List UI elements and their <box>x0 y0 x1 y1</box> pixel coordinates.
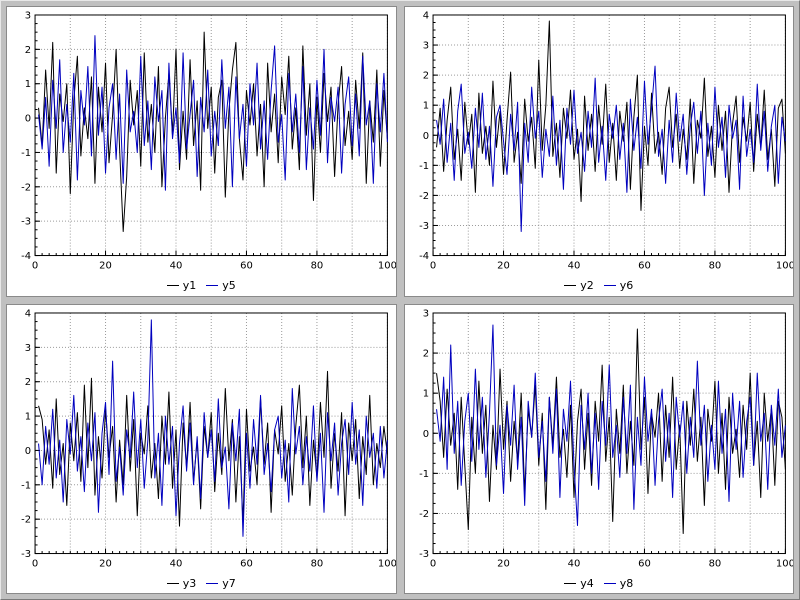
legend-item-y4[interactable]: y4 <box>564 577 594 590</box>
plot-cell-top-right: 0 20 40 60 80 100 4 3 2 1 0 -1 -2 -3 -4 y2 y6 <box>403 6 794 297</box>
y-tick-label: 4 <box>422 10 428 21</box>
legend-label-y2: y2 <box>580 279 594 292</box>
x-tick-label: 100 <box>775 558 793 569</box>
series-line-y2 <box>435 20 786 211</box>
legend-dash-y1 <box>166 285 179 286</box>
y-tick-label: -1 <box>419 161 429 172</box>
series-line-y6 <box>435 65 786 232</box>
plot-cell-top-left: 0 20 40 60 80 100 3 2 1 0 -1 -2 -3 -4 y1 y5 <box>6 6 397 297</box>
y-tick-label: 3 <box>25 10 31 21</box>
plot-legend-1: y1 y5 <box>7 277 396 296</box>
y-tick-label: 2 <box>422 348 428 359</box>
legend-dash-y5 <box>206 285 219 286</box>
legend-label-y8: y8 <box>619 576 634 590</box>
y-tick-label: -1 <box>21 148 31 159</box>
y-tick-label: -4 <box>21 251 31 262</box>
x-tick-label: 40 <box>567 558 580 569</box>
y-tick-label: -3 <box>419 549 429 560</box>
x-tick-label: 0 <box>32 558 38 569</box>
x-tick-label: 0 <box>32 261 38 272</box>
legend-dash-y7 <box>206 582 219 584</box>
y-tick-label: -1 <box>419 468 429 479</box>
y-tick-label: 2 <box>422 71 428 82</box>
y-tick-label: 4 <box>25 308 31 319</box>
x-tick-label: 100 <box>378 261 396 272</box>
y-tick-label: -3 <box>21 549 31 560</box>
plot-canvas-1: 0 20 40 60 80 100 3 2 1 0 -1 -2 -3 -4 <box>21 10 396 272</box>
series-line-y8 <box>435 323 786 526</box>
y-tick-label: -3 <box>419 221 429 232</box>
y-tick-label: 0 <box>25 445 31 456</box>
plot-canvas-4: 0 20 40 60 80 100 3 2 1 0 -1 -2 -3 <box>419 308 793 569</box>
legend-label-y7: y7 <box>222 576 236 590</box>
x-tick-label: 80 <box>311 558 324 569</box>
x-tick-label: 60 <box>240 558 253 569</box>
legend-label-y5: y5 <box>222 279 236 292</box>
y-tick-label: -4 <box>419 251 429 262</box>
y-tick-label: 2 <box>25 45 31 56</box>
y-tick-label: -1 <box>21 480 31 491</box>
plot-cell-bottom-left: 0 20 40 60 80 100 4 3 2 1 0 -1 -2 -3 y3 y7 <box>6 303 397 594</box>
legend-dash-y3 <box>166 582 179 584</box>
x-tick-label: 60 <box>638 558 651 569</box>
legend-label-y3: y3 <box>182 576 197 590</box>
x-tick-label: 20 <box>497 261 510 272</box>
y-tick-label: -2 <box>21 514 31 525</box>
legend-item-y3[interactable]: y3 <box>166 576 197 590</box>
series-line-y7 <box>38 318 388 537</box>
x-tick-label: 60 <box>240 261 253 272</box>
x-tick-label: 80 <box>708 558 721 569</box>
x-tick-label: 40 <box>170 558 183 569</box>
legend-dash-y8 <box>603 582 616 584</box>
x-tick-label: 0 <box>429 261 435 272</box>
y-tick-label: 1 <box>25 411 31 422</box>
x-tick-label: 60 <box>638 261 651 272</box>
legend-item-y7[interactable]: y7 <box>206 577 236 590</box>
y-tick-label: 3 <box>422 308 428 319</box>
y-tick-label: 0 <box>25 114 31 125</box>
x-tick-label: 80 <box>708 261 721 272</box>
x-tick-label: 40 <box>567 261 580 272</box>
legend-label-y1: y1 <box>182 279 197 292</box>
legend-dash-y6 <box>603 285 616 286</box>
legend-item-y8[interactable]: y8 <box>603 576 634 590</box>
y-tick-label: 1 <box>422 388 428 399</box>
plot-canvas-3: 0 20 40 60 80 100 4 3 2 1 0 -1 -2 -3 <box>21 308 396 569</box>
legend-label-y4: y4 <box>580 576 594 590</box>
x-tick-label: 80 <box>311 261 324 272</box>
legend-item-y6[interactable]: y6 <box>603 279 634 292</box>
plot-legend-4: y4 y8 <box>404 575 793 593</box>
legend-item-y5[interactable]: y5 <box>206 279 236 292</box>
legend-item-y1[interactable]: y1 <box>166 279 197 292</box>
legend-dash-y2 <box>564 285 577 286</box>
x-tick-label: 40 <box>170 261 183 272</box>
y-tick-label: 0 <box>422 428 428 439</box>
y-tick-label: -2 <box>419 508 429 519</box>
x-tick-label: 20 <box>497 558 510 569</box>
y-tick-label: 3 <box>422 41 428 52</box>
plot-cell-bottom-right: 0 20 40 60 80 100 3 2 1 0 -1 -2 -3 y4 y8 <box>403 303 794 594</box>
y-tick-label: -2 <box>419 191 429 202</box>
y-tick-label: 1 <box>422 101 428 112</box>
y-tick-label: 0 <box>422 131 428 142</box>
y-tick-label: 1 <box>25 79 31 90</box>
x-tick-label: 20 <box>99 558 112 569</box>
series-line-y5 <box>38 35 388 191</box>
legend-item-y2[interactable]: y2 <box>564 279 594 292</box>
plot-canvas-2: 0 20 40 60 80 100 4 3 2 1 0 -1 -2 -3 -4 <box>419 10 793 272</box>
x-tick-label: 100 <box>775 261 793 272</box>
plot-legend-3: y3 y7 <box>7 575 396 593</box>
x-tick-label: 100 <box>378 558 396 569</box>
legend-dash-y4 <box>564 582 577 584</box>
y-tick-label: -3 <box>21 217 31 228</box>
legend-label-y6: y6 <box>619 279 634 292</box>
y-tick-label: 3 <box>25 342 31 353</box>
y-tick-label: -2 <box>21 182 31 193</box>
x-tick-label: 20 <box>99 261 112 272</box>
y-tick-label: 2 <box>25 377 31 388</box>
plot-legend-2: y2 y6 <box>404 277 793 296</box>
x-tick-label: 0 <box>429 558 435 569</box>
